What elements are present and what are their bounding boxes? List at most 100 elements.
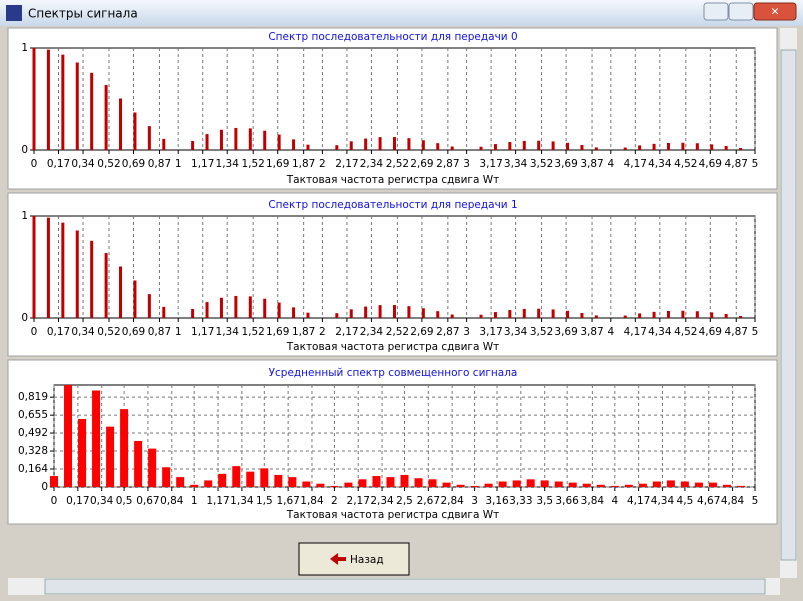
x-tick-label: 3,87 (580, 158, 603, 170)
back-button[interactable] (298, 542, 410, 576)
bar (436, 143, 440, 150)
bar (638, 313, 642, 318)
x-tick-label: 4,34 (648, 158, 672, 170)
bar (493, 312, 497, 318)
bar (421, 140, 425, 150)
bar (162, 306, 166, 318)
bar (596, 484, 605, 487)
bar (722, 484, 731, 487)
bar (695, 311, 699, 318)
bar (421, 308, 425, 318)
x-tick-label: 1,34 (216, 326, 240, 338)
x-tick-label: 3 (463, 158, 470, 170)
close-button[interactable] (753, 2, 797, 21)
x-tick-label: 3,17 (479, 158, 502, 170)
x-tick-label: 1,5 (256, 495, 273, 507)
x-tick-label: 3,66 (555, 495, 579, 507)
x-tick-label: 4,69 (699, 158, 722, 170)
bar (694, 482, 703, 487)
bar (372, 476, 381, 487)
bar (566, 142, 570, 150)
x-tick-label: 0,34 (71, 158, 95, 170)
bar (537, 140, 541, 150)
chart-title: Спектр последовательности для передачи 0 (268, 31, 517, 43)
minimize-button[interactable] (703, 2, 729, 21)
bar (176, 477, 185, 487)
bar (456, 484, 465, 487)
scroll-thumb[interactable] (780, 49, 797, 561)
title-bar (0, 0, 803, 26)
x-tick-label: 1,67 (276, 495, 299, 507)
bar (680, 481, 689, 487)
bar (666, 142, 670, 150)
bar (358, 479, 367, 487)
bar (104, 85, 108, 150)
x-tick-label: 4,87 (725, 158, 748, 170)
bar (710, 144, 714, 150)
x-tick-label: 0,69 (122, 326, 145, 338)
x-tick-label: 4,52 (674, 326, 697, 338)
bar (378, 305, 382, 318)
x-tick-label: 2,5 (396, 495, 413, 507)
maximize-button[interactable] (728, 2, 754, 21)
x-tick-label: 4 (607, 158, 614, 170)
bar (205, 302, 209, 318)
y-tick-label: 0 (21, 144, 28, 156)
bar (46, 217, 50, 318)
bar (484, 483, 493, 487)
x-tick-label: 4,17 (624, 326, 647, 338)
bar (364, 306, 368, 318)
y-tick-label: 0,328 (18, 445, 48, 457)
x-tick-label: 1,84 (300, 495, 324, 507)
x-tick-label: 2,67 (417, 495, 440, 507)
back-arrow (330, 553, 346, 565)
app-icon (6, 5, 22, 21)
bar (190, 484, 199, 487)
bar (708, 482, 717, 487)
x-tick-label: 3,69 (554, 326, 577, 338)
bar (580, 145, 584, 150)
bar (537, 308, 541, 318)
x-tick-label: 3 (471, 495, 478, 507)
x-tick-label: 0,52 (97, 158, 120, 170)
x-tick-label: 5 (752, 495, 759, 507)
bar (522, 140, 526, 150)
bar (191, 140, 195, 150)
bar (681, 142, 685, 150)
bar (414, 478, 423, 487)
bar (508, 310, 512, 318)
bar (739, 147, 743, 150)
x-tick-label: 1,52 (241, 326, 264, 338)
x-tick-label: 1 (175, 158, 182, 170)
x-tick-label: 0,84 (160, 495, 184, 507)
bar (260, 468, 269, 487)
x-axis-label: Тактовая частота регистра сдвига Wт (286, 174, 499, 186)
x-tick-label: 4,34 (648, 326, 672, 338)
scroll-thumb[interactable] (44, 578, 766, 595)
bar (75, 230, 79, 318)
bar (335, 313, 339, 318)
bar (638, 145, 642, 150)
x-tick-label: 0,17 (66, 495, 89, 507)
x-tick-label: 1,87 (292, 158, 315, 170)
bar (610, 485, 619, 487)
x-tick-label: 0,67 (136, 495, 159, 507)
x-tick-label: 2,34 (370, 495, 394, 507)
bar (162, 138, 166, 150)
bar (666, 310, 670, 318)
y-tick-label: 0 (41, 481, 48, 493)
bar (133, 280, 137, 318)
bar (32, 48, 36, 150)
x-tick-label: 2,87 (436, 326, 459, 338)
x-tick-label: 2 (331, 495, 338, 507)
bar (349, 309, 353, 318)
bar (566, 310, 570, 318)
bar (479, 314, 483, 318)
bar (50, 476, 58, 487)
x-tick-label: 2,52 (386, 326, 409, 338)
bar (386, 477, 395, 487)
bar (442, 482, 451, 487)
bar (92, 390, 101, 487)
chart-title: Усредненный спектр совмещенного сигнала (269, 367, 518, 379)
